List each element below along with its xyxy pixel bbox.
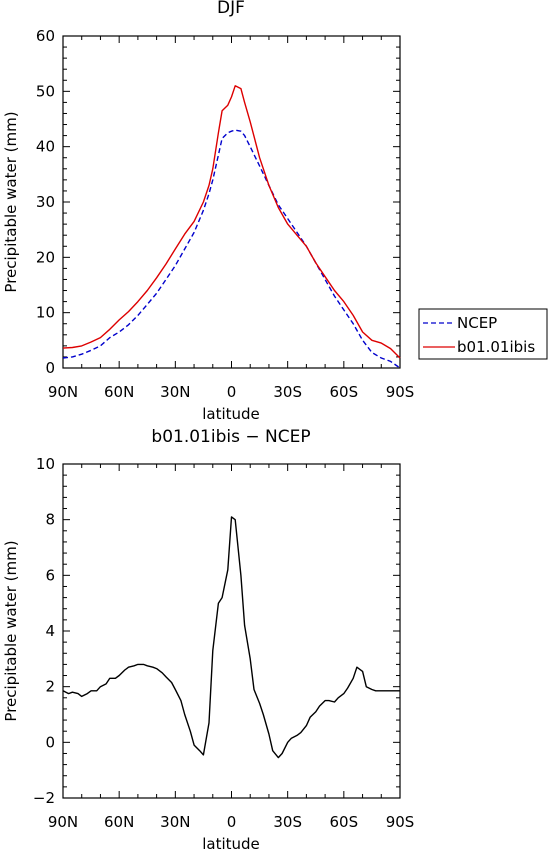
y-tick-label: 10: [36, 304, 55, 322]
x-axis-label: latitude: [202, 835, 260, 851]
series-line-b01-01ibis: [62, 85, 401, 359]
x-tick-label: 30N: [160, 383, 190, 401]
y-axis-label: Precipitable water (mm): [2, 111, 20, 292]
x-tick-label: 60S: [330, 813, 359, 831]
x-tick-label: 0: [227, 813, 237, 831]
chart-panel-top: DJF 90N 60N 30N 0 30S 60S 90S 0 10 20 30 40 50 60 la…: [2, 0, 414, 423]
y-tick-label: 6: [45, 566, 55, 584]
y-tick-label: 40: [36, 138, 55, 156]
series-lines: [62, 85, 401, 369]
y-axis-ticks: −2 0 2 4 6 8 10: [33, 455, 400, 807]
y-tick-label: 60: [36, 27, 55, 45]
x-axis-ticks: 90N 60N 30N 0 30S 60S 90S: [48, 464, 414, 831]
y-tick-label: 2: [45, 678, 55, 696]
x-tick-label: 90N: [48, 813, 78, 831]
series-line-ncep: [62, 129, 401, 369]
y-tick-label: 10: [36, 455, 55, 473]
y-tick-label: 0: [45, 733, 55, 751]
series-lines: [62, 516, 400, 759]
x-tick-label: 60N: [104, 383, 134, 401]
legend: NCEP b01.01ibis: [418, 308, 548, 360]
legend-label-model: b01.01ibis: [457, 338, 535, 356]
x-tick-label: 30S: [273, 813, 302, 831]
y-axis-label: Precipitable water (mm): [2, 540, 20, 721]
x-tick-label: 90S: [386, 383, 415, 401]
legend-box: [418, 308, 548, 360]
y-tick-label: 30: [36, 193, 55, 211]
y-tick-label: 4: [45, 622, 55, 640]
x-tick-label: 60S: [330, 383, 359, 401]
x-tick-label: 30N: [160, 813, 190, 831]
x-axis-ticks: 90N 60N 30N 0 30S 60S 90S: [48, 36, 414, 401]
y-tick-label: 0: [45, 359, 55, 377]
chart-title: DJF: [217, 0, 245, 18]
y-tick-label: 8: [45, 511, 55, 529]
y-axis-ticks: 0 10 20 30 40 50 60: [36, 27, 400, 377]
x-axis-label: latitude: [202, 405, 260, 423]
chart-title: b01.01ibis − NCEP: [151, 427, 310, 447]
x-tick-label: 30S: [273, 383, 302, 401]
plot-frame: [62, 463, 401, 799]
x-tick-label: 0: [227, 383, 237, 401]
y-tick-label: 50: [36, 82, 55, 100]
y-tick-label: 20: [36, 248, 55, 266]
plot-frame: [62, 35, 401, 369]
y-tick-label: −2: [33, 789, 55, 807]
x-tick-label: 90S: [386, 813, 415, 831]
x-tick-label: 60N: [104, 813, 134, 831]
chart-panel-bottom: b01.01ibis − NCEP 90N 60N 30N 0 30S 60S 90S −2…: [2, 427, 414, 851]
series-line-difference: [62, 516, 400, 759]
legend-label-ncep: NCEP: [457, 314, 497, 332]
x-tick-label: 90N: [48, 383, 78, 401]
